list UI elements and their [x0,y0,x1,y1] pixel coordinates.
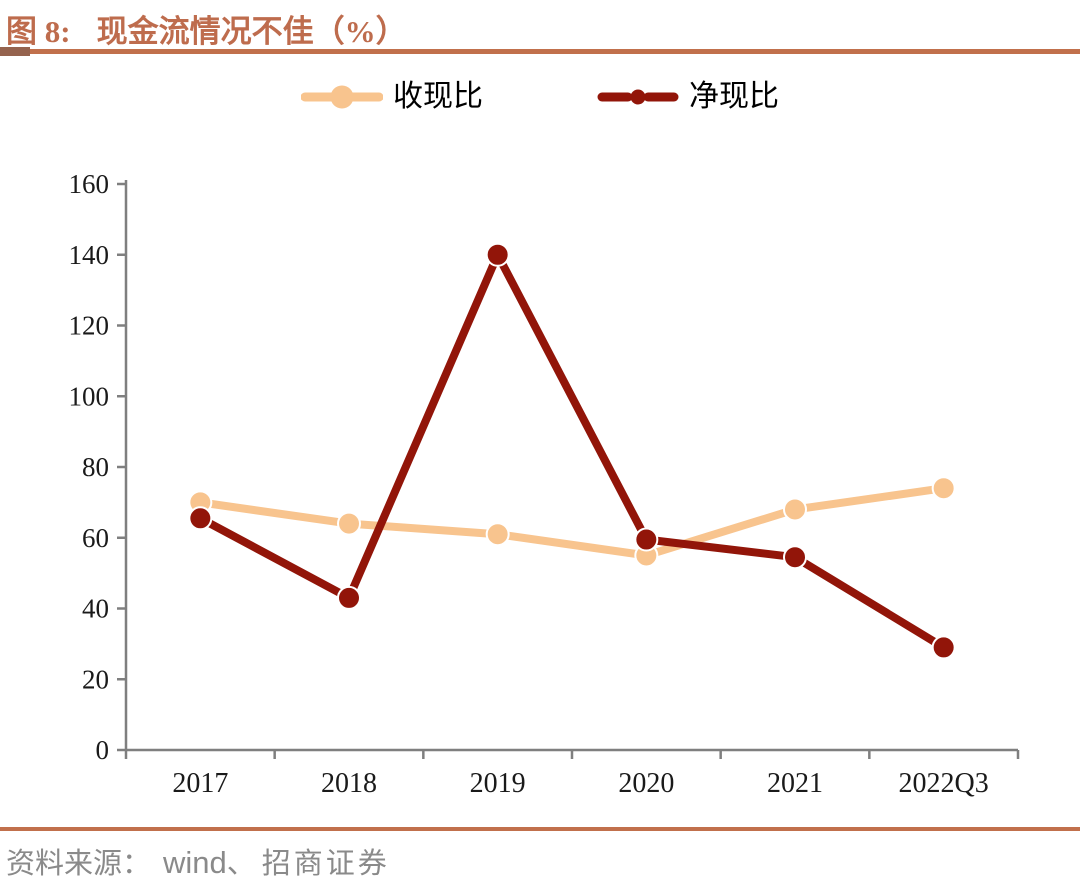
figure-title: 图 8: 现金流情况不佳（%） [6,6,407,51]
footer-divider [0,827,1080,831]
y-axis-tick-label: 160 [69,169,110,199]
chart-svg: 0 20 40 60 80 100 120 140 160 2017 2018 2019 2020 202… [69,169,1020,799]
y-axis-tick-label: 120 [69,311,110,341]
legend-glyph-1 [597,89,679,105]
legend-glyph-0 [301,85,383,109]
series-marker-1 [337,585,361,610]
divider-accent-block [0,47,30,56]
x-axis-category-label: 2020 [618,768,674,799]
y-axis-tick-label: 100 [69,381,110,411]
legend-item-0: 收现比 [301,82,483,112]
x-axis-category-label: 2018 [321,768,377,799]
series-marker-1 [931,635,956,660]
source-label: 资料来源： [6,848,152,880]
figure-title-text: 现金流情况不佳（%） [96,14,407,49]
series-marker-1 [485,242,510,267]
y-axis-tick-label: 20 [82,664,109,694]
legend-item-1: 净现比 [597,82,779,112]
x-axis-category-label: 2021 [767,768,823,799]
chart-legend: 收现比 净现比 [0,82,1080,112]
y-axis-tick-label: 60 [82,523,109,553]
series-marker-1 [783,545,807,570]
source-separator: 、 [226,848,256,880]
legend-label-1: 净现比 [689,80,779,113]
series-marker-0 [783,497,807,522]
x-axis-category-label: 2019 [470,768,526,799]
figure-number: 图 8: [6,14,71,49]
y-axis-tick-label: 80 [82,452,109,482]
y-axis-tick-label: 40 [82,594,109,624]
series-marker-1 [634,527,659,552]
series-line-0 [196,484,948,560]
x-axis-category-label: 2022Q3 [899,768,989,799]
y-axis-tick-label: 0 [96,735,110,765]
series-line-1 [196,250,948,652]
title-divider [0,47,1080,56]
series-marker-0 [337,511,361,536]
y-axis-tick-label: 140 [69,240,110,270]
source-wind: wind [163,845,227,880]
legend-label-0: 收现比 [393,80,483,113]
series-marker-0 [931,476,956,501]
source-org: 招商证券 [261,848,390,880]
series-marker-0 [485,522,510,547]
source-note: 资料来源： wind 、 招商证券 [6,840,390,882]
series-marker-1 [188,506,213,531]
x-axis-category-label: 2017 [172,768,228,799]
